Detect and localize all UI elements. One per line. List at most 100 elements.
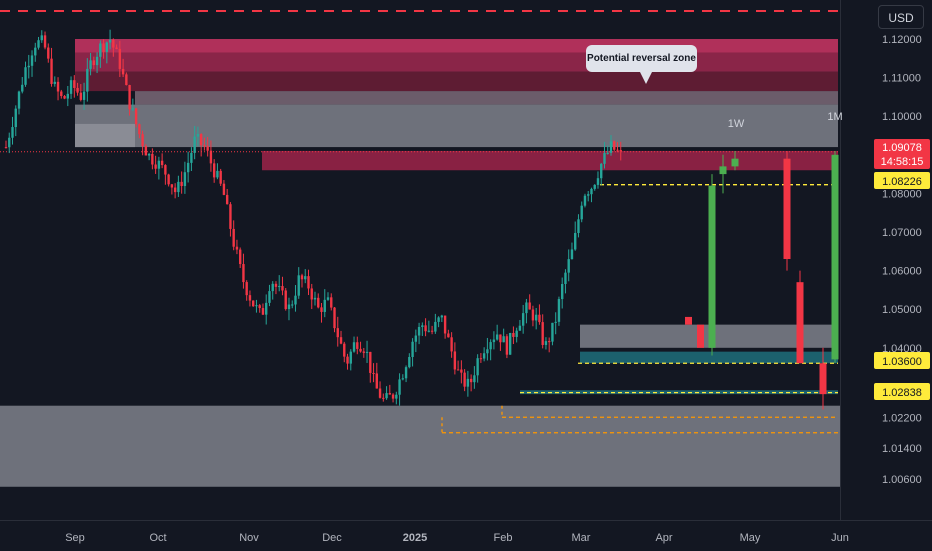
daily-candle-body bbox=[232, 228, 235, 247]
daily-candle-body bbox=[245, 282, 248, 296]
daily-candle-body bbox=[551, 322, 554, 342]
daily-candle-body bbox=[596, 178, 600, 185]
daily-candle-body bbox=[238, 249, 242, 265]
projected-candle-body bbox=[819, 363, 827, 395]
daily-candle-body bbox=[404, 367, 408, 379]
daily-candle-body bbox=[134, 108, 138, 125]
daily-candle-body bbox=[8, 137, 11, 148]
daily-candle-body bbox=[112, 39, 115, 48]
daily-candle-body bbox=[89, 60, 92, 69]
x-tick-label: 2025 bbox=[403, 532, 427, 544]
daily-candle-body bbox=[437, 317, 440, 322]
daily-candle-body bbox=[456, 369, 460, 371]
supply-band-2 bbox=[75, 52, 838, 72]
time-axis[interactable] bbox=[0, 520, 932, 551]
daily-candle-body bbox=[434, 321, 437, 332]
daily-candle-body bbox=[69, 80, 73, 94]
x-tick-label: Nov bbox=[239, 532, 259, 544]
price-tag bbox=[874, 172, 930, 189]
daily-candle-body bbox=[300, 275, 304, 280]
price-tag-value: 1.02838 bbox=[882, 387, 922, 399]
daily-candle-body bbox=[193, 136, 196, 153]
daily-candle-body bbox=[525, 302, 528, 314]
y-tick-label: 1.06000 bbox=[882, 266, 922, 278]
y-tick-label: 1.02200 bbox=[882, 412, 922, 424]
daily-candle-body bbox=[469, 378, 473, 383]
daily-candle-body bbox=[242, 264, 245, 283]
y-tick-label: 1.07000 bbox=[882, 227, 922, 239]
timeframe-label-1m: 1M bbox=[827, 111, 842, 123]
daily-candle-body bbox=[43, 35, 47, 48]
daily-candle-body bbox=[157, 160, 161, 169]
daily-candle-body bbox=[4, 147, 8, 149]
daily-candle-body bbox=[47, 47, 50, 59]
daily-candle-body bbox=[304, 276, 307, 280]
daily-candle-body bbox=[40, 35, 43, 41]
daily-candle-body bbox=[512, 332, 515, 337]
daily-candle-body bbox=[252, 300, 255, 307]
daily-candle-body bbox=[495, 334, 499, 340]
daily-candle-body bbox=[440, 315, 444, 318]
daily-candle-body bbox=[11, 127, 14, 138]
daily-candle-body bbox=[147, 153, 151, 156]
daily-candle-body bbox=[199, 134, 203, 146]
last-price-tag bbox=[874, 139, 930, 169]
y-tick-label: 1.00600 bbox=[882, 474, 922, 486]
daily-candle-body bbox=[326, 297, 330, 300]
daily-candle-body bbox=[466, 378, 470, 387]
zone-demand-6 bbox=[520, 390, 838, 395]
daily-candle-body bbox=[395, 394, 398, 399]
daily-candle-body bbox=[518, 325, 522, 331]
daily-candle-body bbox=[274, 283, 278, 287]
daily-candle-body bbox=[278, 286, 281, 288]
daily-candle-body bbox=[356, 342, 359, 349]
daily-candle-body bbox=[365, 351, 369, 353]
x-tick-label: Apr bbox=[655, 532, 672, 544]
daily-candle-body bbox=[414, 335, 418, 342]
daily-candle-body bbox=[359, 348, 362, 352]
daily-candle-body bbox=[531, 309, 535, 321]
daily-candle-body bbox=[385, 393, 388, 399]
projected-candle-body bbox=[731, 158, 739, 167]
daily-candle-body bbox=[339, 337, 343, 344]
daily-candle-body bbox=[108, 39, 112, 43]
daily-candle-body bbox=[50, 58, 53, 84]
currency-selector[interactable]: USD bbox=[878, 5, 924, 29]
daily-candle-body bbox=[294, 295, 297, 305]
daily-candle-body bbox=[505, 336, 509, 355]
daily-candle-body bbox=[619, 150, 622, 152]
daily-candle-body bbox=[222, 183, 226, 195]
daily-candle-body bbox=[336, 328, 339, 338]
y-tick-label: 1.04000 bbox=[882, 343, 922, 355]
daily-candle-body bbox=[118, 48, 122, 69]
daily-candle-body bbox=[82, 91, 86, 100]
daily-candle-body bbox=[570, 249, 574, 260]
daily-candle-body bbox=[528, 302, 531, 310]
daily-candle-body bbox=[268, 291, 271, 303]
daily-candle-body bbox=[372, 372, 375, 374]
daily-candle-body bbox=[209, 150, 213, 164]
daily-candle-body bbox=[408, 357, 411, 368]
y-tick-label: 1.05000 bbox=[882, 304, 922, 316]
daily-candle-body bbox=[76, 87, 79, 93]
projected-candle-body bbox=[831, 154, 839, 360]
daily-candle-body bbox=[95, 56, 99, 66]
y-tick-label: 1.12000 bbox=[882, 34, 922, 46]
daily-candle-body bbox=[577, 219, 580, 233]
price-axis[interactable] bbox=[840, 0, 932, 520]
daily-candle-body bbox=[115, 47, 118, 49]
zone-grey-left bbox=[75, 123, 135, 148]
daily-candle-body bbox=[600, 163, 603, 179]
daily-candle-body bbox=[177, 181, 180, 193]
daily-candle-body bbox=[463, 372, 466, 387]
daily-candle-body bbox=[590, 188, 593, 195]
daily-candle-body bbox=[417, 326, 421, 336]
daily-candle-body bbox=[502, 336, 505, 343]
daily-candle-body bbox=[225, 194, 229, 205]
daily-candle-body bbox=[183, 172, 187, 187]
daily-candle-body bbox=[538, 314, 541, 323]
daily-candle-body bbox=[258, 305, 261, 309]
daily-candle-body bbox=[180, 181, 183, 187]
y-tick-label: 1.01400 bbox=[882, 443, 922, 455]
daily-candle-body bbox=[613, 141, 616, 150]
